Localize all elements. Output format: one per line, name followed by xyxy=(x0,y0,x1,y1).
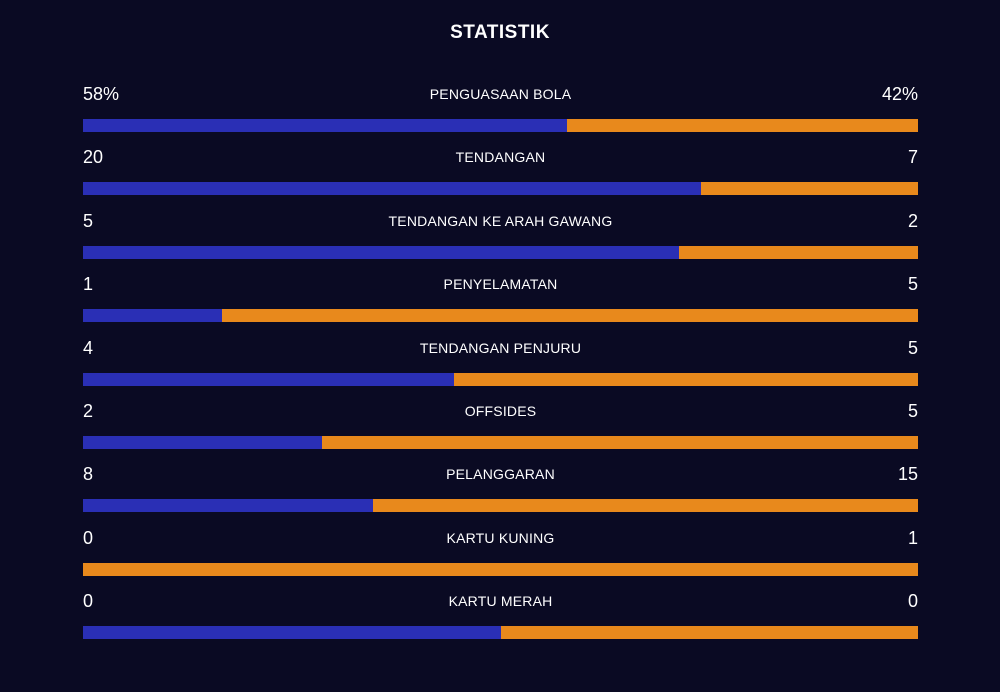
home-bar-fill xyxy=(83,309,223,323)
stat-row: PELANGGARAN 8 15 xyxy=(83,462,918,525)
away-value: 42% xyxy=(881,84,918,104)
home-value: 1 xyxy=(83,274,94,295)
stat-name: PELANGGARAN xyxy=(446,466,555,483)
away-value: 5 xyxy=(907,274,918,295)
home-bar-fill xyxy=(83,626,501,640)
home-value: 0 xyxy=(83,527,94,548)
home-bar-fill xyxy=(83,435,322,449)
home-bar-fill xyxy=(83,119,568,132)
stat-row: TENDANGAN PENJURU 4 5 xyxy=(83,336,918,399)
stat-row: KARTU MERAH 0 0 xyxy=(83,589,918,652)
away-value: 2 xyxy=(907,210,918,231)
home-value: 58% xyxy=(83,84,120,104)
away-value: 15 xyxy=(897,464,918,485)
away-value: 5 xyxy=(907,400,918,421)
home-value: 5 xyxy=(83,210,94,231)
stat-bar xyxy=(83,182,918,196)
stat-labels: KARTU KUNING 0 1 xyxy=(83,526,918,550)
stat-bar xyxy=(83,372,918,386)
stat-labels: PENYELAMATAN 1 5 xyxy=(83,272,918,296)
stat-bar xyxy=(83,499,918,513)
home-value: 4 xyxy=(83,337,94,358)
home-value: 2 xyxy=(83,400,94,421)
stat-labels: OFFSIDES 2 5 xyxy=(83,399,918,423)
stat-bar xyxy=(83,309,918,323)
stat-bar xyxy=(83,245,918,259)
home-value: 0 xyxy=(83,591,94,612)
stat-row: PENYELAMATAN 1 5 xyxy=(83,272,918,335)
stat-labels: KARTU MERAH 0 0 xyxy=(83,589,918,613)
away-value: 0 xyxy=(907,591,918,612)
stats-list: PENGUASAAN BOLA 58% 42% TENDANGAN 20 7 TENDANG… xyxy=(83,82,918,653)
stat-name: TENDANGAN xyxy=(455,149,546,166)
stat-row: PENGUASAAN BOLA 58% 42% xyxy=(83,82,918,145)
away-value: 5 xyxy=(907,337,918,358)
stat-bar xyxy=(83,626,918,640)
stat-name: OFFSIDES xyxy=(464,402,537,419)
stat-labels: PELANGGARAN 8 15 xyxy=(83,462,918,486)
home-bar-fill xyxy=(83,499,374,513)
page-title: STATISTIK xyxy=(450,22,550,43)
stat-name: PENGUASAAN BOLA xyxy=(429,86,572,102)
stat-row: TENDANGAN 20 7 xyxy=(83,145,918,208)
home-bar-fill xyxy=(83,372,455,386)
stat-bar xyxy=(83,435,918,449)
stat-labels: TENDANGAN PENJURU 4 5 xyxy=(83,336,918,360)
stat-labels: PENGUASAAN BOLA 58% 42% xyxy=(83,82,918,106)
away-value: 7 xyxy=(907,147,918,168)
home-bar-fill xyxy=(83,182,702,196)
stat-bar xyxy=(83,562,918,576)
stat-row: OFFSIDES 2 5 xyxy=(83,399,918,462)
stat-name: PENYELAMATAN xyxy=(443,276,558,293)
stat-name: TENDANGAN KE ARAH GAWANG xyxy=(388,212,613,229)
stat-labels: TENDANGAN 20 7 xyxy=(83,145,918,169)
stat-bar xyxy=(83,119,918,132)
stat-labels: TENDANGAN KE ARAH GAWANG 5 2 xyxy=(83,209,918,233)
stat-row: KARTU KUNING 0 1 xyxy=(83,526,918,589)
stat-row: TENDANGAN KE ARAH GAWANG 5 2 xyxy=(83,209,918,272)
home-bar-fill xyxy=(83,245,680,259)
stat-name: KARTU KUNING xyxy=(446,529,555,546)
home-value: 20 xyxy=(83,147,104,168)
away-value: 1 xyxy=(907,527,918,548)
home-value: 8 xyxy=(83,464,94,485)
stat-name: KARTU MERAH xyxy=(448,593,553,610)
stat-name: TENDANGAN PENJURU xyxy=(419,339,582,356)
